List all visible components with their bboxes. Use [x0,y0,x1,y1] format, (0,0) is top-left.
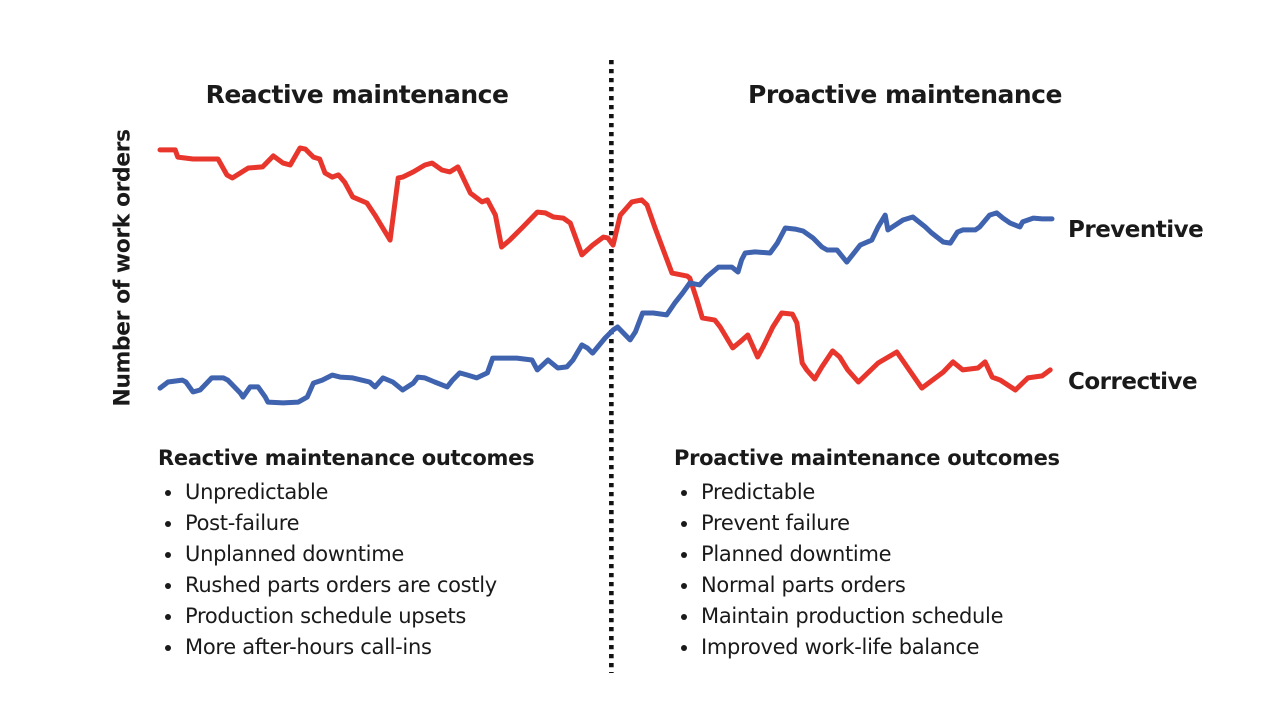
reactive-outcomes-items: Unpredictable Post-failure Unplanned dow… [158,477,638,663]
list-item: Rushed parts orders are costly [158,570,638,601]
list-item: Post-failure [158,508,638,539]
list-item: Unplanned downtime [158,539,638,570]
list-item: More after-hours call-ins [158,632,638,663]
preventive-series-label: Preventive [1068,217,1204,243]
proactive-outcomes-heading: Proactive maintenance outcomes [674,446,1060,470]
proactive-outcomes-list: Proactive maintenance outcomes Predictab… [674,444,1154,663]
corrective-series-label: Corrective [1068,369,1198,395]
list-item: Planned downtime [674,539,1154,570]
list-item: Predictable [674,477,1154,508]
reactive-outcomes-heading: Reactive maintenance outcomes [158,446,535,470]
list-item: Improved work-life balance [674,632,1154,663]
corrective-line [157,145,1053,393]
reactive-outcomes-list: Reactive maintenance outcomes Unpredicta… [158,444,638,663]
reactive-phase-heading: Reactive maintenance [205,80,509,109]
list-item: Normal parts orders [674,570,1154,601]
list-item: Unpredictable [158,477,638,508]
list-item: Prevent failure [674,508,1154,539]
proactive-phase-heading: Proactive maintenance [748,80,1062,109]
preventive-line [157,210,1055,406]
list-item: Production schedule upsets [158,601,638,632]
proactive-outcomes-items: Predictable Prevent failure Planned down… [674,477,1154,663]
list-item: Maintain production schedule [674,601,1154,632]
